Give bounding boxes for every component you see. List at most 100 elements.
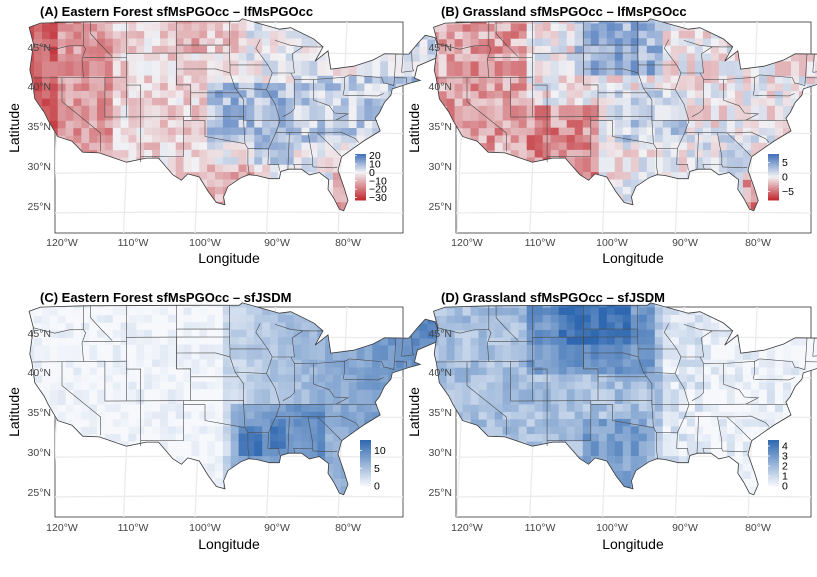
heatmap-cell — [113, 120, 122, 128]
heatmap-cell — [215, 478, 224, 486]
heatmap-cell — [791, 61, 800, 69]
heatmap-cell — [439, 113, 448, 121]
heatmap-cell — [105, 330, 114, 338]
heatmap-cell — [615, 164, 624, 172]
heatmap-cell — [239, 441, 248, 449]
heatmap-cell — [487, 307, 496, 315]
heatmap-cell — [26, 188, 35, 196]
heatmap-cell — [231, 97, 240, 105]
heatmap-cell — [647, 38, 656, 46]
heatmap-cell — [341, 68, 350, 76]
heatmap-cell — [431, 397, 440, 405]
heatmap-cell — [591, 157, 600, 165]
heatmap-cell — [191, 105, 200, 113]
heatmap-cell — [443, 435, 452, 443]
heatmap-cell — [447, 352, 456, 360]
legend-label: 5 — [782, 157, 788, 169]
heatmap-cell — [207, 389, 216, 397]
heatmap-cell — [278, 366, 287, 374]
heatmap-cell — [639, 67, 648, 75]
heatmap-cell — [262, 329, 271, 337]
heatmap-cell — [420, 69, 429, 77]
heatmap-cell — [551, 127, 560, 135]
heatmap-cell — [215, 366, 224, 374]
heatmap-cell — [286, 105, 295, 113]
heatmap-cell — [615, 60, 624, 68]
heatmap-cell — [404, 471, 413, 479]
heatmap-cell — [286, 329, 295, 337]
heatmap-cell — [199, 396, 208, 404]
heatmap-cell — [463, 120, 472, 128]
heatmap-cell — [152, 142, 161, 150]
heatmap-cell — [380, 61, 389, 69]
heatmap-cell — [239, 45, 248, 53]
heatmap-cell — [26, 382, 35, 390]
heatmap-cell — [191, 23, 200, 31]
heatmap-cell — [247, 90, 256, 98]
heatmap-cell — [567, 90, 576, 98]
heatmap-cell — [278, 105, 287, 113]
heatmap-cell — [427, 173, 436, 181]
heatmap-cell — [479, 382, 488, 390]
heatmap-cell — [121, 75, 130, 83]
heatmap-cell — [463, 53, 472, 61]
heatmap-cell — [420, 494, 429, 502]
x-tick-label: 120°W — [451, 237, 483, 249]
heatmap-cell — [34, 345, 43, 353]
heatmap-cell — [679, 90, 688, 98]
heatmap-cell — [136, 337, 145, 345]
heatmap-cell — [495, 367, 504, 375]
heatmap-cell — [270, 112, 279, 120]
heatmap-cell — [66, 113, 75, 121]
heatmap-cell — [302, 53, 311, 61]
heatmap-cell — [719, 68, 728, 76]
heatmap-cell — [623, 90, 632, 98]
heatmap-cell — [286, 351, 295, 359]
heatmap-cell — [703, 142, 712, 150]
heatmap-cell — [447, 143, 456, 151]
heatmap-cell — [144, 411, 153, 419]
heatmap-cell — [663, 134, 672, 142]
heatmap-cell — [199, 344, 208, 352]
heatmap-cell — [176, 112, 185, 120]
heatmap-cell — [270, 149, 279, 157]
heatmap-cell — [559, 23, 568, 31]
heatmap-cell — [262, 322, 271, 330]
heatmap-cell — [463, 345, 472, 353]
heatmap-cell — [191, 366, 200, 374]
heatmap-cell — [703, 82, 712, 90]
heatmap-cell — [439, 434, 448, 442]
heatmap-cell — [105, 127, 114, 135]
heatmap-cell — [615, 82, 624, 90]
heatmap-cell — [113, 38, 122, 46]
heatmap-cell — [50, 113, 59, 121]
heatmap-cell — [495, 389, 504, 397]
heatmap-cell — [207, 374, 216, 382]
heatmap-cell — [97, 83, 106, 91]
heatmap-cell — [215, 112, 224, 120]
heatmap-cell — [364, 404, 373, 412]
heatmap-cell — [136, 359, 145, 367]
heatmap-cell — [286, 411, 295, 419]
heatmap-cell — [631, 23, 640, 31]
heatmap-cell — [278, 60, 287, 68]
heatmap-cell — [97, 382, 106, 390]
heatmap-cell — [184, 418, 193, 426]
heatmap-cell — [325, 426, 334, 434]
heatmap-cell — [239, 322, 248, 330]
heatmap-cell — [168, 23, 177, 31]
heatmap-cell — [671, 105, 680, 113]
heatmap-cell — [412, 330, 421, 338]
heatmap-cell — [420, 83, 429, 91]
heatmap-cell — [527, 60, 536, 68]
heatmap-cell — [160, 322, 169, 330]
heatmap-cell — [567, 38, 576, 46]
heatmap-cell — [191, 374, 200, 382]
heatmap-cell — [471, 397, 480, 405]
heatmap-cell — [160, 112, 169, 120]
heatmap-cell — [121, 38, 130, 46]
heatmap-cell — [719, 112, 728, 120]
heatmap-cell — [286, 322, 295, 330]
heatmap-cell — [647, 97, 656, 105]
heatmap-cell — [113, 75, 122, 83]
